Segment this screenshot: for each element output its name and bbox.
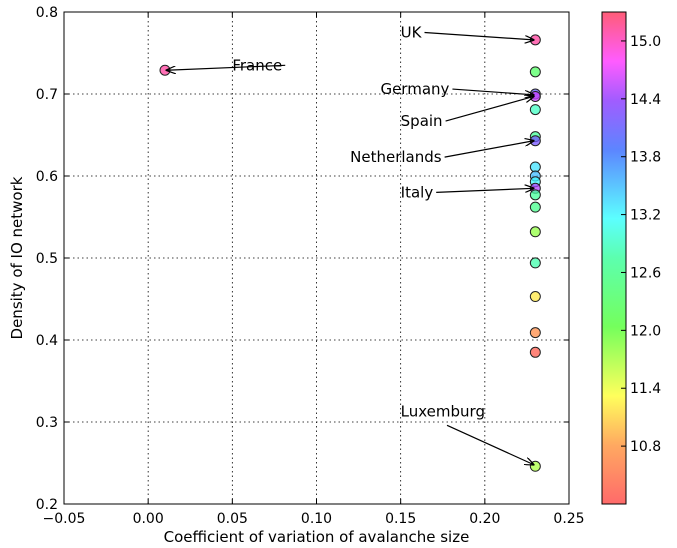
scatter-point: [529, 226, 541, 238]
colorbar-tick-label: 12.0: [630, 323, 661, 339]
data-points: [159, 34, 541, 472]
colorbar-tick-label: 13.8: [630, 150, 661, 166]
x-tick-label: 0.00: [133, 511, 164, 527]
scatter-point: [529, 460, 541, 472]
colorbar-tick-label: 12.6: [630, 265, 661, 281]
x-axis-ticks: −0.05 0.00 0.05 0.10 0.15 0.20 0.25: [43, 12, 585, 527]
y-axis-label: Density of IO network: [8, 176, 26, 339]
colorbar-tick-label: 14.4: [630, 92, 661, 108]
x-tick-label: 0.10: [301, 511, 332, 527]
scatter-point: [529, 346, 541, 358]
annotation-label: Italy: [401, 183, 434, 201]
annotation-label: Spain: [401, 112, 443, 130]
annotation-label: UK: [401, 24, 423, 42]
scatter-point: [529, 327, 541, 339]
x-tick-label: −0.05: [43, 511, 86, 527]
annotation-label: Germany: [380, 80, 449, 98]
x-tick-label: 0.15: [385, 511, 416, 527]
scatter-point: [529, 257, 541, 269]
annotation-arrow: [452, 88, 533, 95]
colorbar-tick-label: 10.8: [630, 439, 661, 455]
annotation-arrow: [167, 64, 286, 70]
annotation-label: France: [232, 56, 282, 74]
y-tick-label: 0.4: [36, 333, 58, 349]
annotation-arrow: [436, 188, 533, 193]
colorbar-tick-label: 13.2: [630, 208, 661, 224]
y-tick-label: 0.3: [36, 415, 58, 431]
x-tick-label: 0.20: [469, 511, 500, 527]
colorbar-gradient: [601, 11, 627, 505]
annotation-label: Luxemburg: [401, 402, 485, 420]
y-tick-label: 0.5: [36, 251, 58, 267]
scatter-point: [529, 201, 541, 213]
x-axis-label: Coefficient of variation of avalanche si…: [164, 528, 470, 546]
y-axis-ticks: 0.2 0.3 0.4 0.5 0.6 0.7 0.8: [36, 5, 569, 513]
y-tick-label: 0.8: [36, 5, 58, 21]
y-tick-label: 0.7: [36, 87, 58, 103]
x-tick-label: 0.25: [553, 511, 584, 527]
annotation-arrow: [446, 424, 534, 464]
scatter-point: [529, 291, 541, 303]
annotations: France UK Germany Spain Netherlands Italy Luxe…: [167, 24, 534, 465]
colorbar-tick-label: 11.4: [630, 381, 661, 397]
x-tick-label: 0.05: [217, 511, 248, 527]
scatter-point: [529, 66, 541, 78]
annotation-arrow: [424, 31, 533, 40]
y-tick-label: 0.2: [36, 497, 58, 513]
annotation-label: Netherlands: [350, 148, 442, 166]
annotation-arrow: [445, 96, 534, 122]
annotation-arrow: [444, 141, 534, 158]
scatter-point: [529, 104, 541, 116]
colorbar: 10.8 11.4 12.0 12.6 13.2 13.8 14.4 15.0: [601, 11, 661, 505]
y-tick-label: 0.6: [36, 169, 58, 185]
scatter-point: [529, 161, 541, 173]
scatter-point: [529, 189, 541, 201]
grid-lines: [64, 12, 569, 504]
colorbar-tick-label: 15.0: [630, 34, 661, 50]
